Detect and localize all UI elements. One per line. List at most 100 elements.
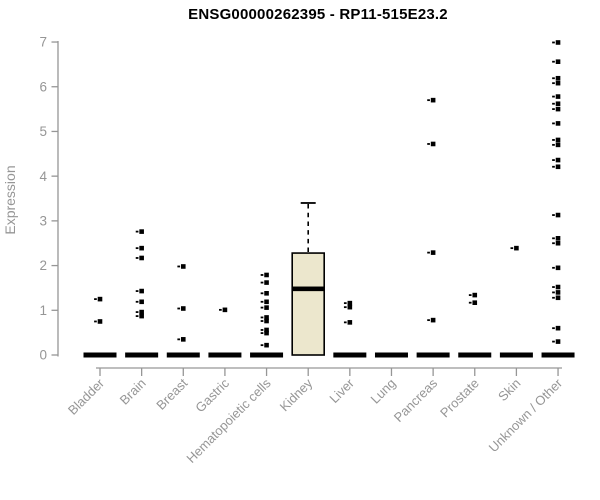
outlier-point <box>264 330 269 336</box>
category-label: Gastric <box>192 375 232 415</box>
outlier-point-tick <box>260 281 264 284</box>
zero-bar <box>208 352 242 358</box>
outlier-point-tick <box>260 292 264 295</box>
outlier-point <box>514 245 519 251</box>
outlier-point <box>555 290 561 295</box>
outlier-point-tick <box>552 122 555 125</box>
outlier-point <box>555 121 561 126</box>
outlier-point-tick <box>468 301 472 304</box>
outlier-point <box>555 164 561 170</box>
outlier-point <box>264 315 269 320</box>
category-label: Lung <box>368 376 399 407</box>
outlier-point <box>139 229 144 234</box>
category-label: Kidney <box>277 375 316 414</box>
category-label: Unknown / Other <box>486 375 566 455</box>
outlier-point-tick <box>552 139 555 141</box>
outlier-point <box>180 264 186 269</box>
outlier-point-tick <box>260 329 264 331</box>
outlier-point <box>97 296 103 302</box>
outlier-point-tick <box>343 321 347 324</box>
outlier-point <box>555 339 561 344</box>
outlier-point-tick <box>135 230 139 233</box>
outlier-point <box>430 317 436 323</box>
outlier-point-tick <box>552 108 555 110</box>
outlier-point-tick <box>177 307 181 310</box>
zero-bar <box>374 352 408 358</box>
outlier-point-tick <box>260 332 264 334</box>
outlier-point <box>347 304 353 310</box>
outlier-point <box>347 300 353 306</box>
outlier-point-tick <box>177 338 181 341</box>
outlier-point <box>222 307 228 313</box>
outlier-point-tick <box>552 95 555 98</box>
outlier-point <box>180 306 186 311</box>
outlier-point <box>264 318 269 324</box>
outlier-point <box>347 320 353 325</box>
outlier-point <box>139 299 144 305</box>
outlier-point <box>180 337 186 342</box>
outlier-point-tick <box>427 99 430 102</box>
outlier-point-tick <box>427 319 430 322</box>
outlier-point <box>264 280 269 285</box>
outlier-point-tick <box>552 327 555 330</box>
outlier-point <box>555 101 561 107</box>
outlier-point-tick <box>552 143 555 146</box>
outlier-point <box>555 94 561 99</box>
outlier-point <box>264 291 269 296</box>
box <box>291 252 326 356</box>
outlier-point-tick <box>552 242 555 245</box>
outlier-point-tick <box>552 102 555 105</box>
outlier-point-tick <box>427 251 430 254</box>
outlier-point <box>472 300 478 305</box>
chart-title: ENSG00000262395 - RP11-515E23.2 <box>188 6 448 23</box>
outlier-point-tick <box>552 165 555 168</box>
outlier-point <box>555 284 561 290</box>
zero-bar <box>333 352 367 358</box>
outlier-point-tick <box>135 300 139 303</box>
outlier-point-tick <box>260 300 264 303</box>
y-tick-label: 1 <box>39 303 47 318</box>
outlier-point <box>472 292 478 298</box>
y-tick-label: 3 <box>39 213 47 228</box>
outlier-point-tick <box>135 290 139 292</box>
outlier-point <box>264 299 269 305</box>
outlier-point <box>264 272 269 278</box>
outlier-point-tick <box>552 82 555 85</box>
zero-bar <box>166 352 200 358</box>
outlier-point-tick <box>260 316 264 319</box>
outlier-point-tick <box>135 257 139 259</box>
category-label: Brain <box>117 376 149 408</box>
outlier-point-tick <box>552 77 555 80</box>
category-label: Breast <box>153 375 190 412</box>
outlier-point <box>555 212 561 218</box>
category-label: Bladder <box>65 375 108 418</box>
zero-bar <box>250 352 284 358</box>
outlier-point-tick <box>135 315 139 318</box>
outlier-point <box>555 142 561 148</box>
outlier-point <box>555 80 561 86</box>
outlier-point <box>97 319 103 324</box>
y-tick-label: 4 <box>39 169 47 184</box>
outlier-point <box>139 255 144 261</box>
outlier-point-tick <box>135 247 139 250</box>
zero-bar <box>458 352 492 358</box>
outlier-point <box>555 236 561 241</box>
outlier-point-tick <box>343 306 347 309</box>
zero-bar <box>416 352 450 358</box>
outlier-point-tick <box>552 340 555 343</box>
outlier-point-tick <box>552 159 555 161</box>
outlier-point-tick <box>552 237 555 240</box>
outlier-point-tick <box>94 320 97 323</box>
y-tick-label: 7 <box>39 35 47 50</box>
category-label: Pancreas <box>391 375 441 425</box>
outlier-point <box>430 141 436 147</box>
outlier-point-tick <box>177 265 181 268</box>
category-label: Prostate <box>437 376 482 421</box>
outlier-point <box>555 157 561 163</box>
outlier-point <box>139 313 144 319</box>
outlier-point <box>264 342 269 348</box>
outlier-point-tick <box>552 291 555 294</box>
outlier-point <box>555 59 561 65</box>
outlier-point-tick <box>552 296 555 299</box>
